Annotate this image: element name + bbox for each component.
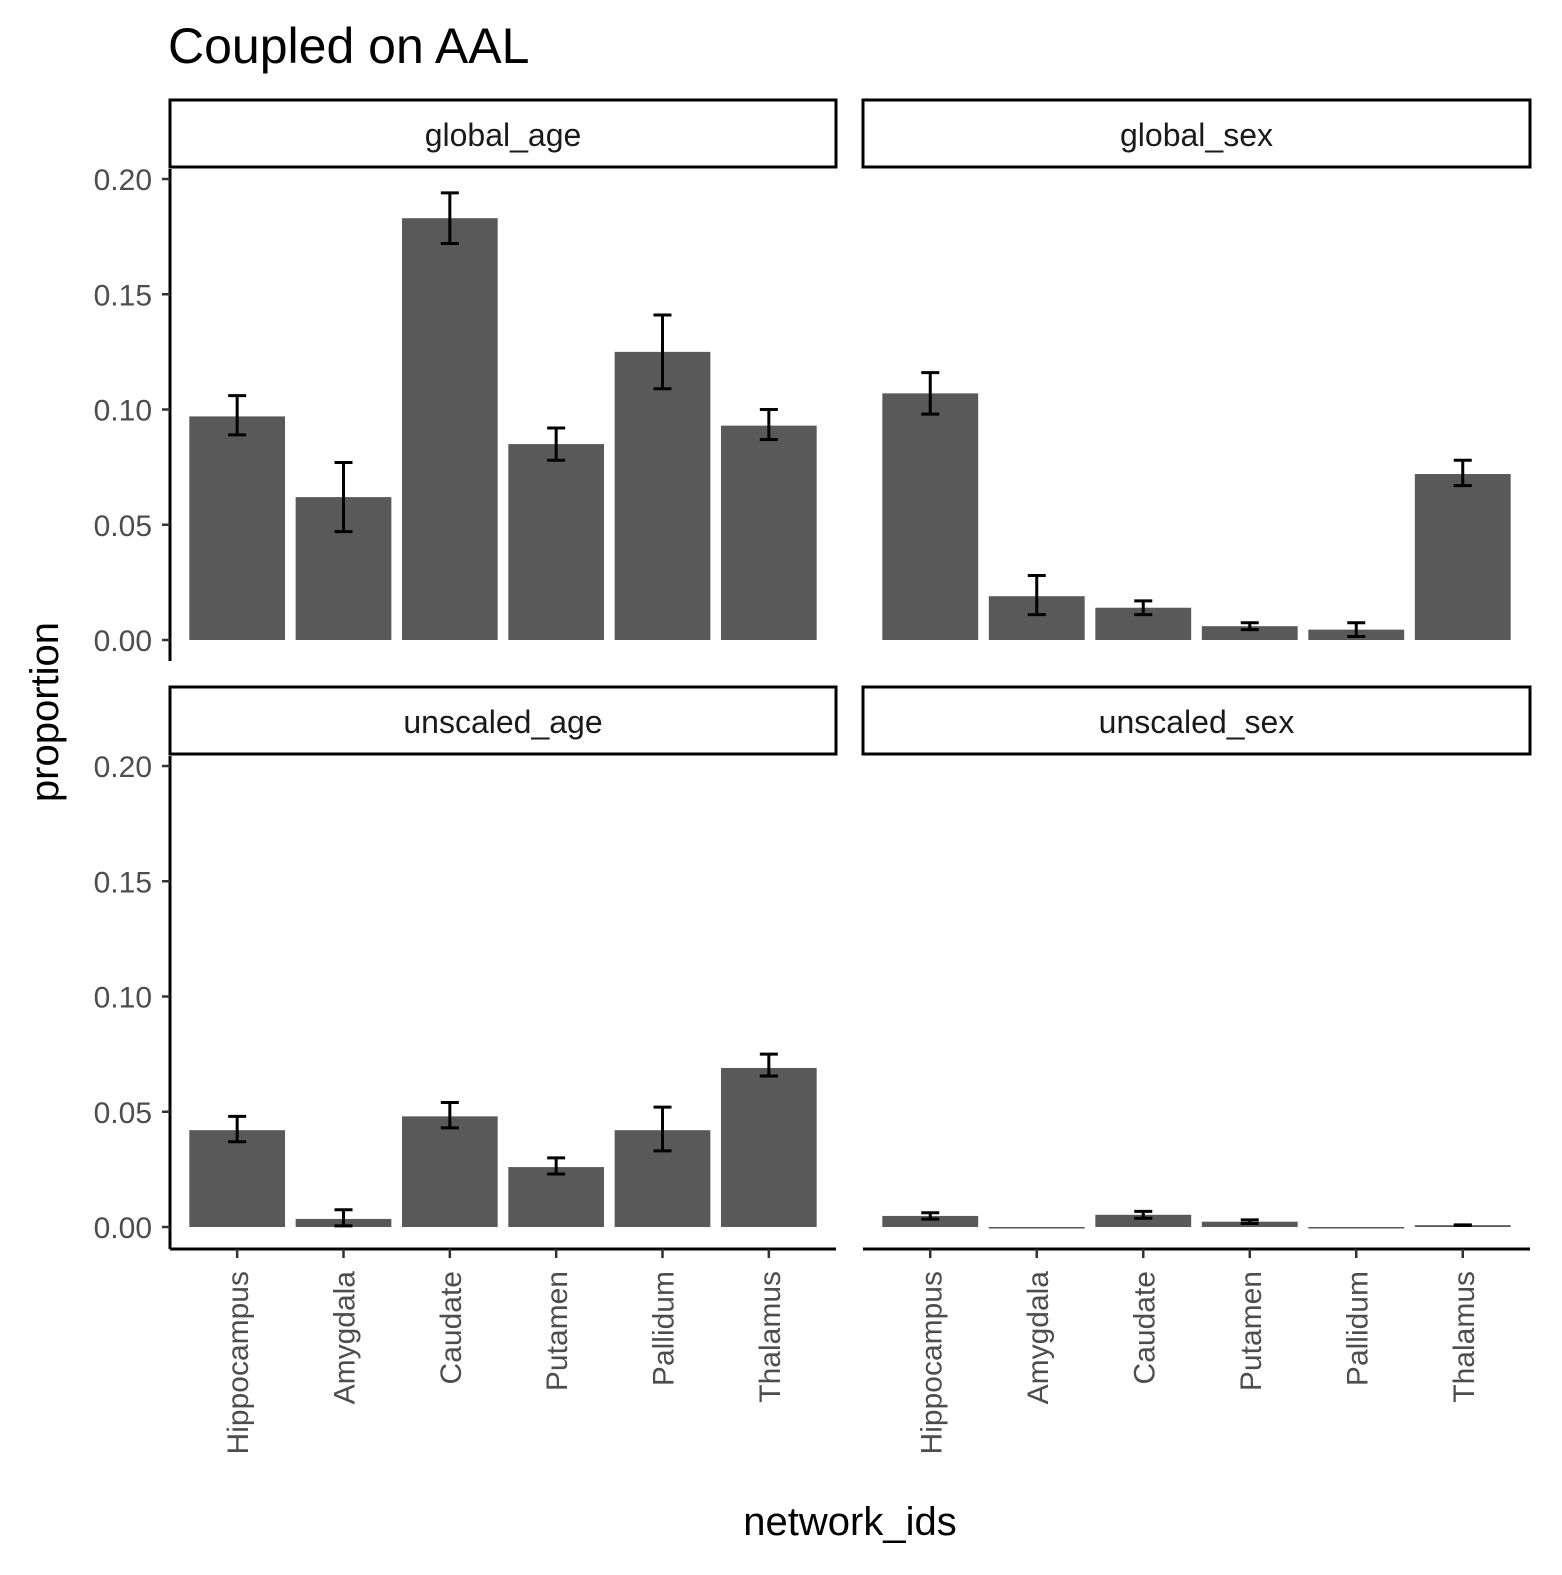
error-bar-pallidum [1347, 621, 1366, 639]
facet-strip-label: global_age [425, 117, 582, 153]
error-bar-amygdala [1027, 573, 1046, 617]
error-bar-caudate [1134, 599, 1153, 617]
error-bar-hippocampus [228, 1114, 247, 1144]
y-tick-label: 0.00 [94, 1212, 152, 1245]
bar-hippocampus [189, 1130, 286, 1227]
facet-strip [861, 98, 1532, 169]
y-tick-label: 0.15 [94, 866, 152, 899]
error-bar-caudate [1134, 1209, 1153, 1220]
x-tick-label: Caudate [1128, 1271, 1161, 1384]
bar-hippocampus [189, 416, 286, 640]
x-tick-label: Hippocampus [222, 1271, 255, 1454]
facet-panels: global_age 0.00 0.05 0.10 0.15 0.20 global_sex… [94, 98, 1532, 1454]
facet-strip [168, 98, 838, 169]
y-tick-label: 0.10 [94, 395, 152, 428]
error-bar-putamen [1240, 621, 1259, 632]
error-bar-hippocampus [921, 1211, 940, 1221]
x-tick-label: Putamen [541, 1271, 574, 1391]
error-bar-thalamus [759, 408, 778, 441]
y-tick-label: 0.20 [94, 751, 152, 784]
bar-thalamus [720, 425, 817, 640]
bar-hippocampus [882, 1215, 979, 1227]
y-tick-label: 0.20 [94, 164, 152, 197]
x-axis-title: network_ids [743, 1500, 956, 1544]
facet-strip-label: unscaled_age [403, 704, 602, 740]
facet-strip-label: unscaled_sex [1099, 704, 1295, 740]
y-tick-label: 0.10 [94, 982, 152, 1015]
error-bar-amygdala [334, 461, 353, 534]
bar-caudate [401, 1116, 498, 1227]
facet-strip [861, 685, 1532, 756]
y-axis-title: proportion [23, 622, 67, 802]
x-tick-label: Thalamus [1448, 1271, 1481, 1403]
x-tick-label: Caudate [435, 1271, 468, 1384]
error-bar-putamen [547, 426, 566, 462]
bar-putamen [1201, 626, 1298, 640]
x-tick-label: Amygdala [329, 1271, 362, 1405]
y-tick-label: 0.15 [94, 279, 152, 312]
error-bar-amygdala [334, 1208, 353, 1228]
error-bar-pallidum [653, 313, 672, 391]
bar-putamen [508, 444, 605, 640]
bar-caudate [1095, 1214, 1192, 1227]
x-tick-label: Pallidum [1341, 1271, 1374, 1386]
error-bar-caudate [440, 191, 459, 246]
error-bar-thalamus [1453, 458, 1472, 488]
facet-strip [168, 685, 838, 756]
x-tick-label: Amygdala [1022, 1271, 1055, 1405]
facet-unscaled_sex: unscaled_sex Hippocampus Amygdala Caudate Pu… [861, 685, 1532, 1454]
error-bar-putamen [1240, 1218, 1259, 1226]
y-tick-label: 0.05 [94, 510, 152, 543]
bar-thalamus [720, 1067, 817, 1227]
error-bar-caudate [440, 1101, 459, 1130]
bar-amygdala [988, 1227, 1085, 1229]
y-tick-label: 0.05 [94, 1097, 152, 1130]
facet-unscaled_age: unscaled_age 0.00 0.05 0.10 0.15 0.20 Hippocam… [94, 685, 838, 1454]
x-tick-label: Pallidum [648, 1271, 681, 1386]
bar-caudate [401, 218, 498, 640]
x-tick-label: Hippocampus [915, 1271, 948, 1454]
chart-title: Coupled on AAL [168, 18, 529, 74]
x-tick-label: Putamen [1235, 1271, 1268, 1391]
bar-pallidum [614, 351, 711, 640]
y-tick-label: 0.00 [94, 625, 152, 658]
error-bar-hippocampus [228, 394, 247, 437]
error-bar-hippocampus [921, 371, 940, 416]
error-bar-putamen [547, 1156, 566, 1176]
bar-putamen [508, 1167, 605, 1227]
error-bar-pallidum [653, 1105, 672, 1153]
error-bar-thalamus [759, 1052, 778, 1078]
bar-pallidum [1308, 1227, 1405, 1229]
bar-hippocampus [882, 393, 979, 640]
facet-global_sex: global_sex [861, 98, 1532, 640]
facet-global_age: global_age 0.00 0.05 0.10 0.15 0.20 [94, 98, 838, 661]
facet-strip-label: global_sex [1120, 117, 1273, 153]
x-tick-label: Thalamus [754, 1271, 787, 1403]
bar-thalamus [1414, 474, 1511, 640]
